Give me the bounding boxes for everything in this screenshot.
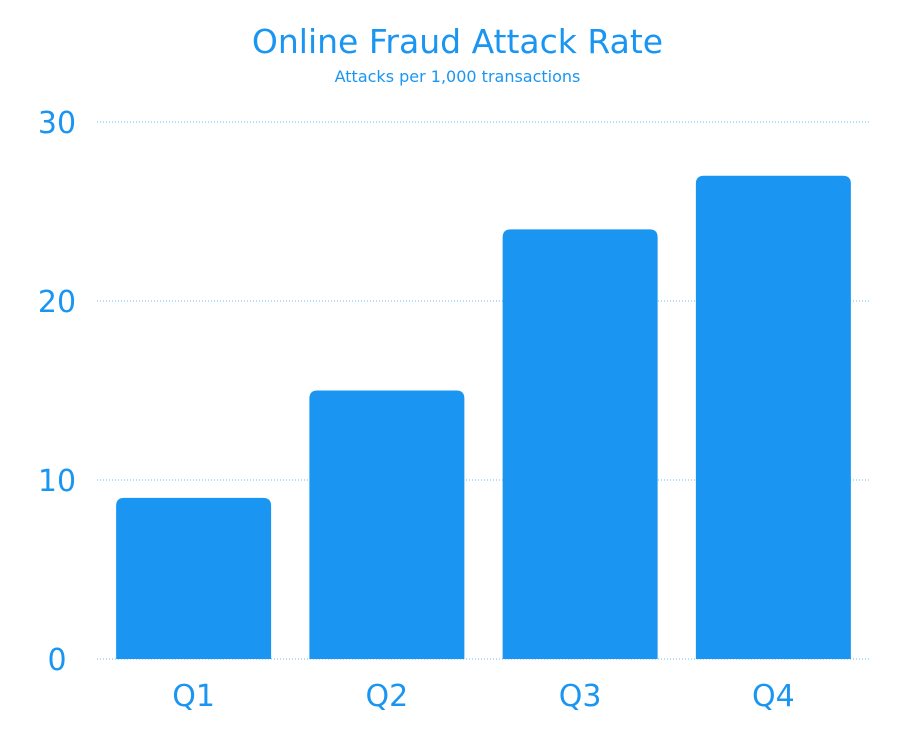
y-tick-label: 10	[38, 464, 76, 499]
y-tick-label: 30	[38, 106, 76, 141]
x-tick-label: Q3	[559, 679, 602, 714]
bar-q3	[502, 229, 658, 659]
y-tick-label: 20	[38, 285, 76, 320]
chart-title: Online Fraud Attack Rate	[251, 22, 664, 61]
x-tick-label: Q2	[366, 679, 409, 714]
chart-subtitle: Attacks per 1,000 transactions	[334, 67, 581, 86]
x-tick-label: Q1	[172, 679, 215, 714]
y-tick-label: 0	[47, 643, 66, 678]
bar-q1	[116, 497, 272, 659]
bar-q4	[695, 175, 851, 659]
x-tick-label: Q4	[752, 679, 795, 714]
bar-q2	[309, 390, 465, 659]
